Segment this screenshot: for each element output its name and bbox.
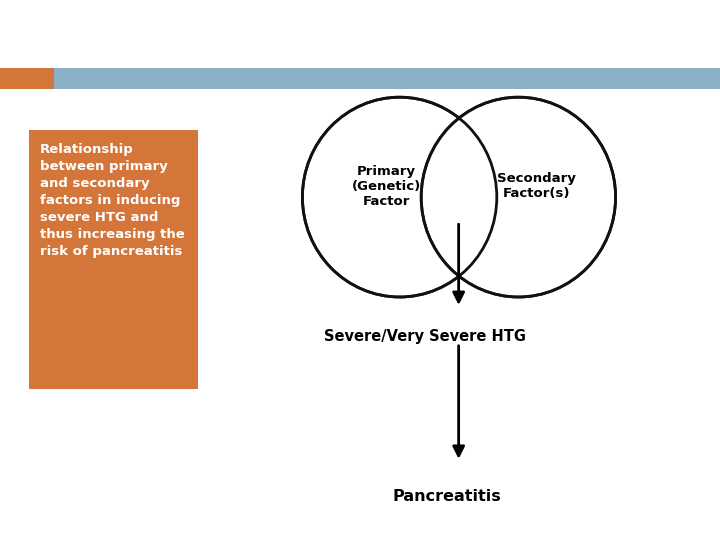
Text: Relationship
between primary
and secondary
factors in inducing
severe HTG and
th: Relationship between primary and seconda… [40, 143, 184, 258]
Bar [29, 130, 198, 389]
Text: Pancreatitis: Pancreatitis [392, 489, 501, 504]
Ellipse shape [302, 97, 497, 297]
Bar [0, 68, 720, 89]
Text: Severe/Very Severe HTG: Severe/Very Severe HTG [324, 329, 526, 345]
Text: Primary
(Genetic)
Factor: Primary (Genetic) Factor [352, 165, 421, 208]
Bar [0, 68, 54, 89]
Ellipse shape [421, 97, 616, 297]
Text: Secondary
Factor(s): Secondary Factor(s) [497, 172, 576, 200]
